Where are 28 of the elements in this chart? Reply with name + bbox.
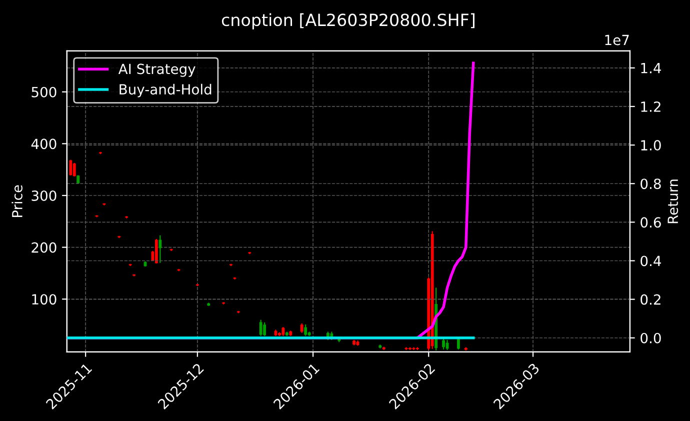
y-tick-label: 200 <box>32 242 56 253</box>
candlestick <box>154 238 158 264</box>
y2-tick-label: 0.2 <box>640 294 660 305</box>
y-tick-label: 300 <box>32 190 56 201</box>
y2-tick-label: 0.8 <box>640 178 661 190</box>
y-tick-label: 100 <box>32 294 56 305</box>
text: 1e7 <box>605 34 629 46</box>
y2-tick-label: 0.0 <box>640 332 661 344</box>
y-tick-label: 500 <box>32 86 56 98</box>
candlestick <box>158 235 162 263</box>
y2-tick-label: 1.0 <box>641 140 661 151</box>
legend-label: Buy-and-Hold <box>120 84 212 98</box>
candlestick <box>72 162 76 176</box>
y2-axis-title: Return <box>668 180 678 224</box>
y-axis-title: Price <box>12 185 22 218</box>
candlestick <box>259 320 262 336</box>
legend-label: AI Strategy <box>118 64 196 77</box>
y2-tick-label: 1.4 <box>641 63 661 74</box>
y2-tick-label: 0.6 <box>640 217 661 228</box>
candlestick <box>442 338 445 350</box>
candlestick <box>304 324 308 336</box>
candlestick <box>412 347 416 350</box>
candlestick <box>263 322 266 336</box>
y2-tick-label: 0.4 <box>640 256 661 266</box>
candlestick <box>69 160 72 176</box>
chart-title: cnoption [AL2603P20800.SHF] <box>222 13 474 30</box>
y2-tick-label: 1.2 <box>641 101 660 112</box>
y-tick-label: 400 <box>31 138 56 150</box>
